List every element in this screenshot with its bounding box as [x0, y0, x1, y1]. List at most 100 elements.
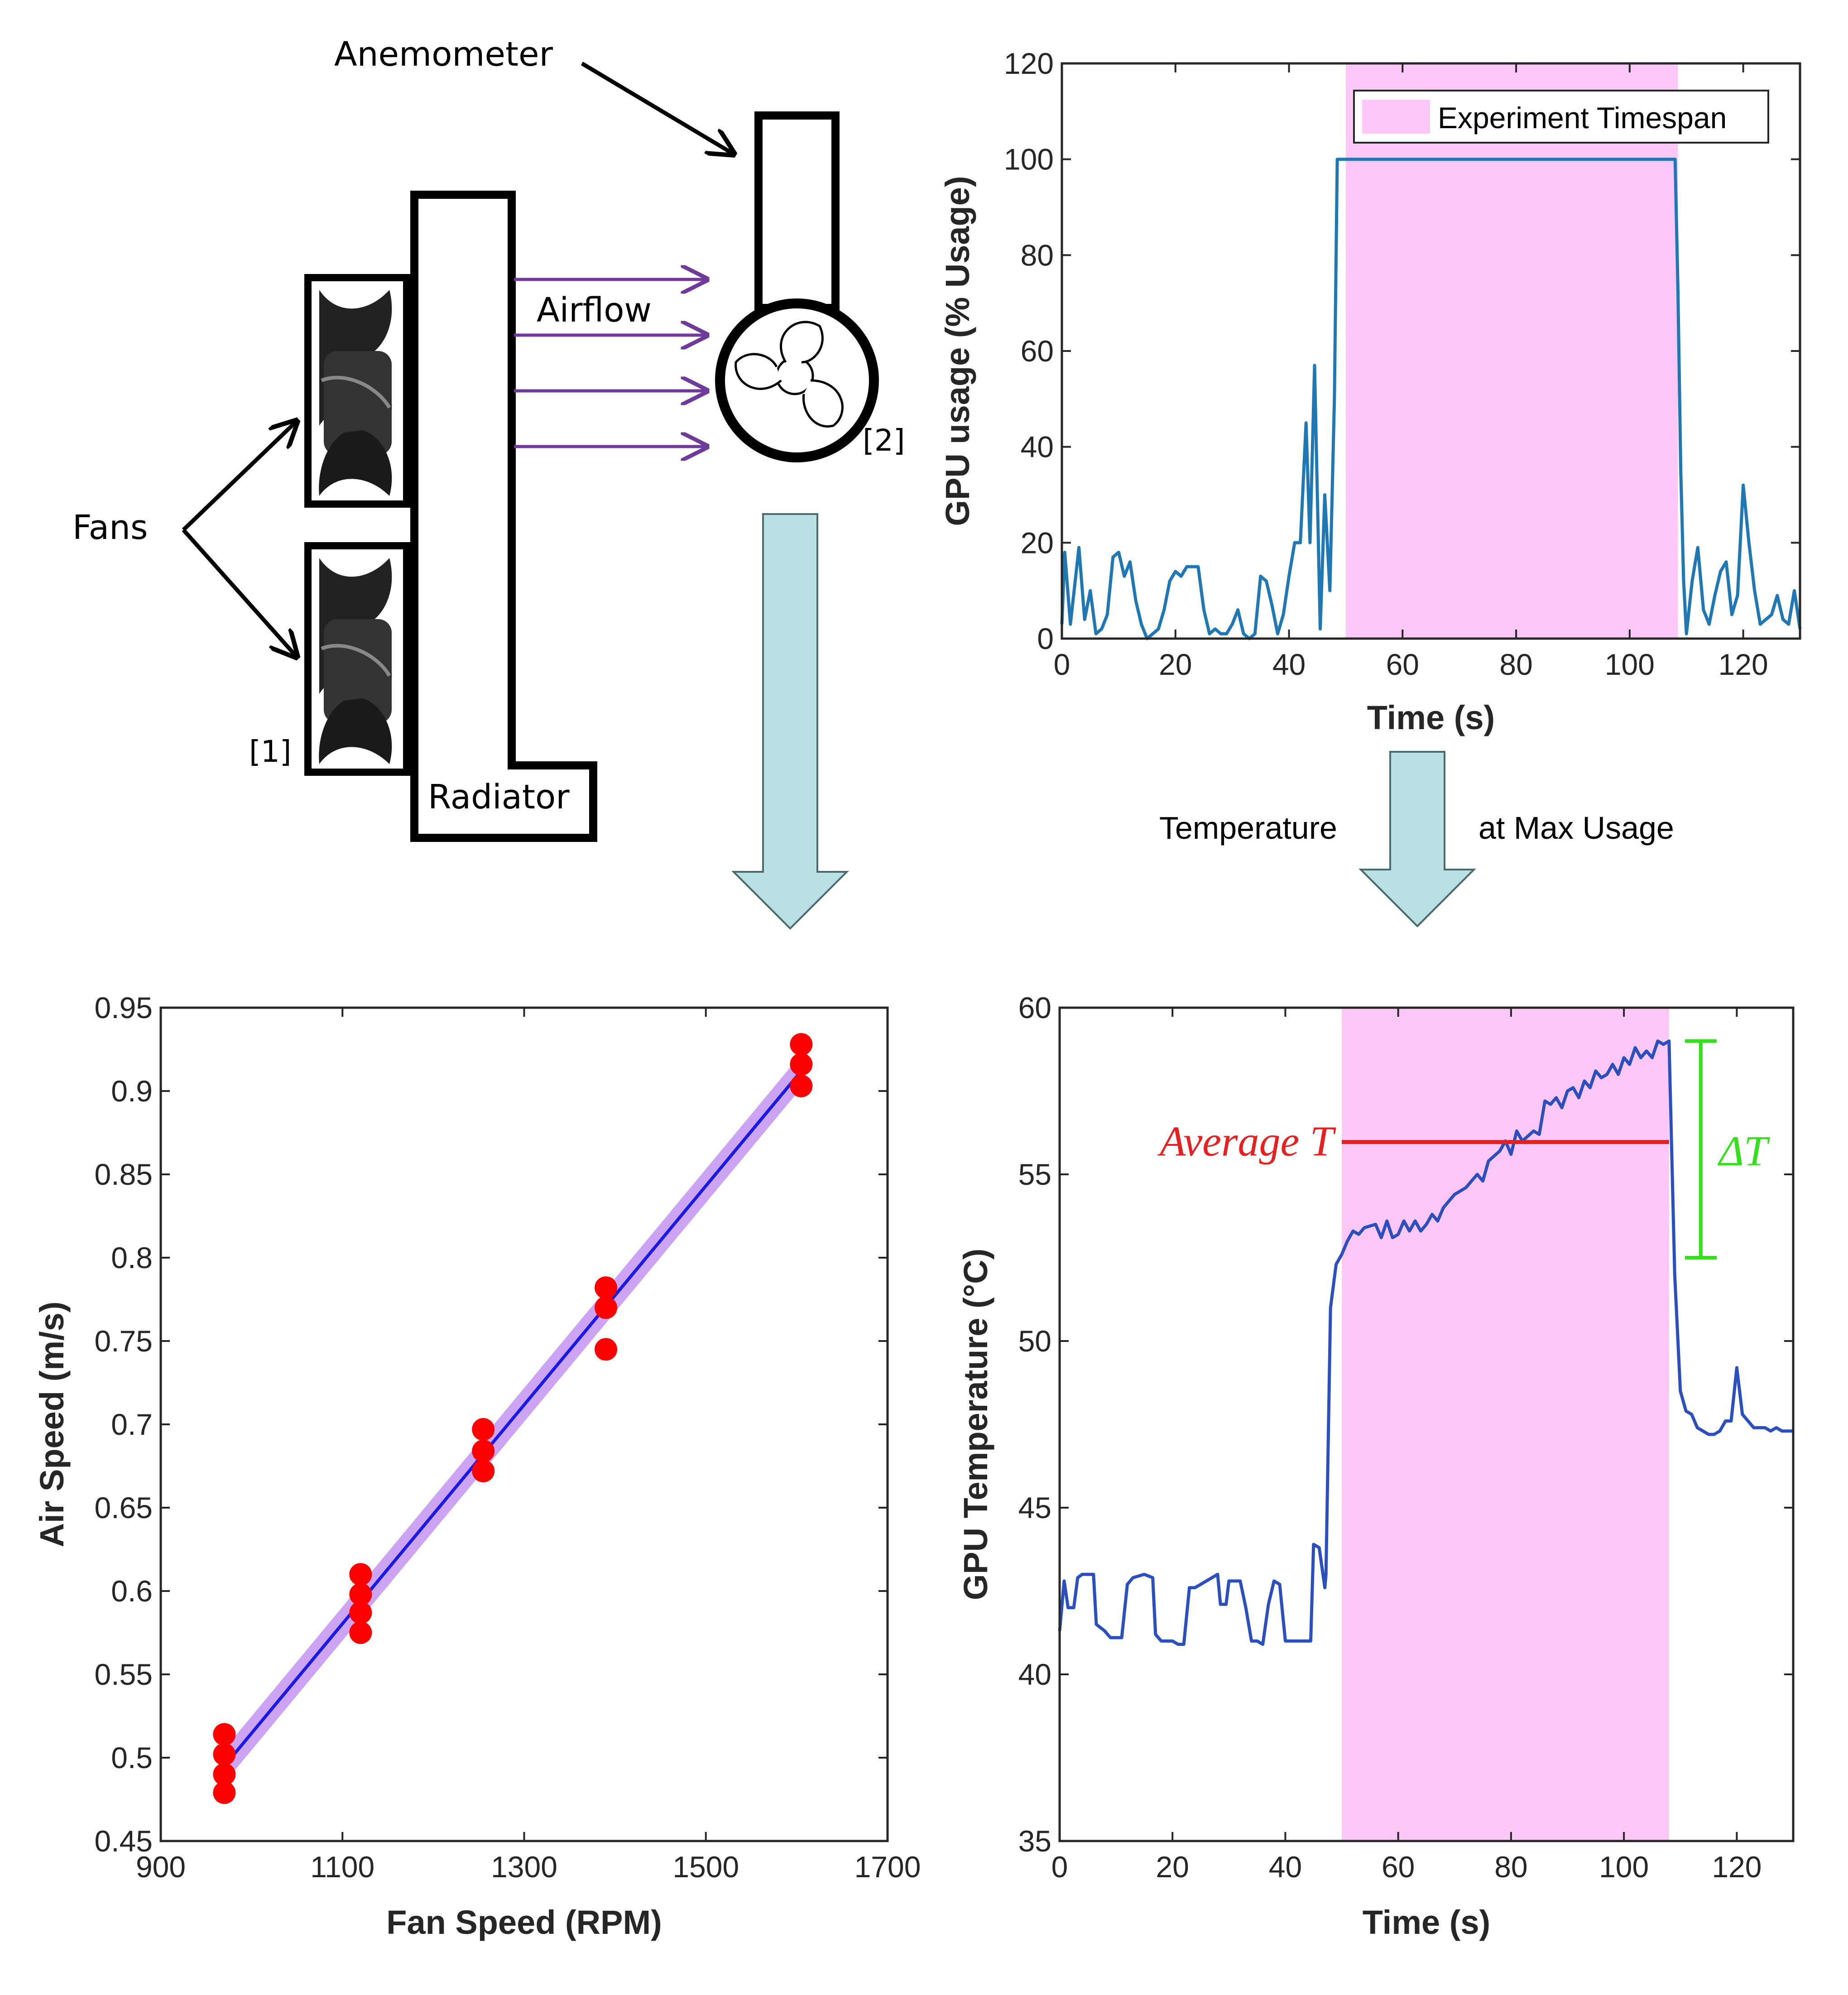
x-tick-label: 120 — [1718, 648, 1768, 681]
y-tick-label: 0.55 — [95, 1658, 153, 1691]
gpu-usage-chart: 0 20 40 60 80 100 120 0 20 40 60 80 100 120 Time (s) GP… — [939, 47, 1802, 736]
y-tick-label: 0.75 — [95, 1324, 153, 1358]
plot-frame — [1058, 1006, 1795, 1842]
y-tick-label: 100 — [1004, 143, 1054, 176]
y-tick-label: 0.9 — [111, 1074, 153, 1108]
data-point — [213, 1781, 236, 1804]
gpu-temp-chart: 0 20 40 60 80 100 120 35 40 45 50 55 60 Time (s) GPU T… — [957, 991, 1795, 1941]
data-point — [790, 1074, 813, 1097]
data-point — [349, 1583, 372, 1606]
fans-label: Fans — [72, 508, 148, 547]
delta-t-label: ΔT — [1717, 1128, 1770, 1175]
x-tick-label: 60 — [1386, 648, 1419, 681]
experiment-timespan-shade — [1345, 63, 1678, 639]
data-point — [213, 1723, 236, 1746]
legend: Experiment Timespan — [1353, 90, 1769, 144]
y-tick-label: 20 — [1021, 526, 1054, 559]
y-tick-label: 0.85 — [95, 1158, 153, 1191]
average-temperature-label: Average T — [1157, 1118, 1336, 1165]
data-point — [349, 1563, 372, 1586]
x-tick-label: 40 — [1272, 648, 1306, 681]
data-point — [213, 1763, 236, 1786]
x-axis-label: Fan Speed (RPM) — [386, 1904, 662, 1941]
data-point — [349, 1621, 372, 1644]
data-point — [472, 1418, 495, 1441]
x-tick-label: 40 — [1269, 1850, 1302, 1884]
arrow-caption-right: at Max Usage — [1478, 810, 1674, 846]
x-tick-label: 80 — [1499, 648, 1532, 681]
fit-line — [223, 1070, 803, 1767]
y-tick-label: 0 — [1037, 622, 1054, 655]
y-axis-label: GPU usage (% Usage) — [939, 176, 976, 526]
down-arrow-right — [1358, 751, 1476, 928]
plot-frame — [159, 1006, 889, 1842]
data-point — [595, 1296, 618, 1319]
radiator-shape — [410, 191, 597, 842]
x-tick-label: 1100 — [310, 1850, 374, 1884]
y-tick-label: 35 — [1018, 1824, 1051, 1858]
fans-pointer-arrows — [182, 421, 297, 657]
y-tick-label: 40 — [1021, 430, 1054, 464]
x-tick-label: 60 — [1382, 1850, 1415, 1884]
data-point — [790, 1053, 813, 1076]
y-tick-label: 60 — [1021, 334, 1054, 368]
y-tick-label: 55 — [1018, 1158, 1051, 1191]
y-tick-label: 0.6 — [111, 1574, 153, 1608]
y-tick-label: 50 — [1018, 1324, 1051, 1358]
y-tick-label: 0.95 — [95, 991, 153, 1024]
down-arrow-left — [731, 513, 849, 930]
data-point — [213, 1743, 236, 1766]
y-tick-label: 0.8 — [111, 1241, 153, 1274]
anemometer-pointer-arrow — [581, 62, 734, 154]
x-tick-label: 120 — [1712, 1850, 1762, 1884]
anemometer-fan-icon — [715, 111, 879, 462]
y-tick-label: 0.45 — [95, 1824, 153, 1858]
y-tick-label: 45 — [1018, 1491, 1051, 1524]
x-tick-label: 20 — [1156, 1850, 1189, 1884]
y-tick-label: 120 — [1004, 47, 1054, 80]
y-tick-label: 80 — [1021, 238, 1054, 272]
x-tick-label: 0 — [1051, 1850, 1068, 1884]
x-tick-label: 900 — [136, 1850, 186, 1884]
y-tick-label: 40 — [1018, 1658, 1051, 1691]
x-tick-label: 1300 — [491, 1850, 557, 1884]
legend-label: Experiment Timespan — [1438, 101, 1727, 135]
y-tick-label: 60 — [1018, 991, 1051, 1024]
air-speed-chart: 900 1100 1300 1500 1700 0.45 0.5 0.55 0.6 0.65 0.7… — [33, 991, 921, 1941]
data-point — [472, 1460, 495, 1483]
x-tick-label: 80 — [1494, 1850, 1527, 1884]
x-axis-label: Time (s) — [1367, 699, 1495, 736]
y-tick-label: 0.5 — [111, 1741, 153, 1774]
data-point — [349, 1601, 372, 1624]
x-axis-label: Time (s) — [1363, 1904, 1490, 1941]
radiator-label: Radiator — [428, 778, 570, 817]
airflow-arrows — [514, 279, 706, 447]
gpu-temperature-line — [1058, 1039, 1793, 1646]
data-point — [472, 1439, 495, 1462]
x-tick-label: 100 — [1605, 648, 1655, 681]
x-tick-label: 100 — [1599, 1850, 1649, 1884]
x-tick-label: 1700 — [854, 1850, 921, 1884]
y-axis-label: GPU Temperature (°C) — [957, 1249, 994, 1601]
data-point — [595, 1276, 618, 1299]
fan-icon — [304, 274, 410, 508]
data-point — [595, 1338, 618, 1361]
experiment-timespan-shade — [1342, 1008, 1669, 1841]
x-tick-label: 20 — [1159, 648, 1192, 681]
legend-swatch — [1362, 100, 1430, 134]
fan-icon — [304, 542, 410, 776]
arrow-caption-left: Temperature — [1159, 810, 1337, 846]
data-point — [790, 1033, 813, 1056]
ref-1-label: [1] — [249, 734, 292, 769]
y-tick-label: 0.7 — [111, 1408, 153, 1441]
setup-diagram: Radiator [1] Fans — [72, 35, 905, 842]
y-tick-label: 0.65 — [95, 1491, 153, 1524]
legend-box — [1353, 90, 1769, 144]
gpu-usage-line — [1060, 158, 1802, 640]
ref-2-label: [2] — [863, 423, 905, 458]
anemometer-label: Anemometer — [334, 35, 553, 74]
plot-frame — [1061, 62, 1801, 640]
y-axis-label: Air Speed (m/s) — [33, 1302, 71, 1548]
